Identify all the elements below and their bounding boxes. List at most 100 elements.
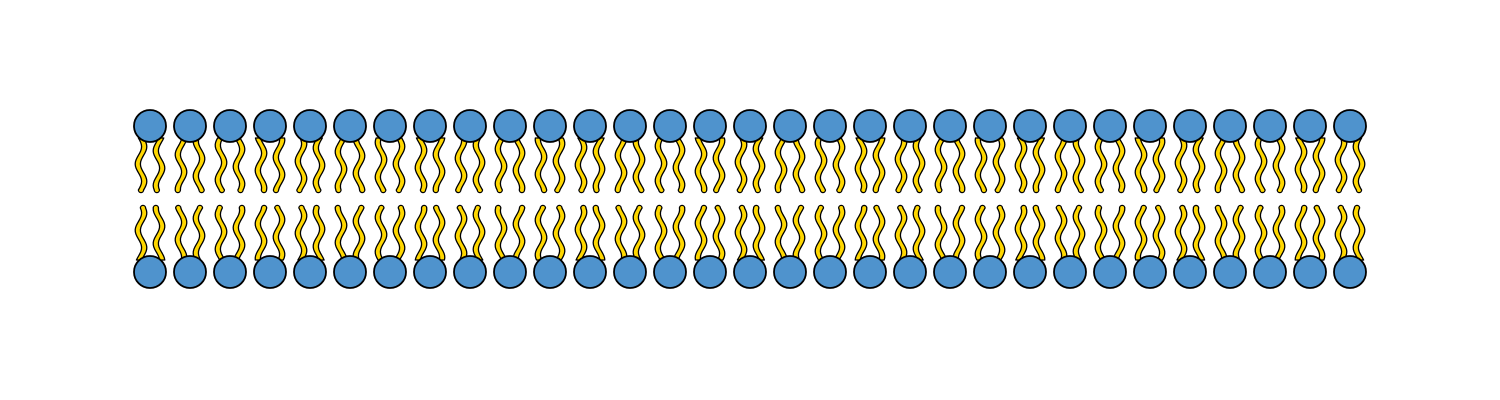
lipid-head bbox=[1133, 109, 1167, 143]
lipid-head bbox=[453, 109, 487, 143]
lipid-tail bbox=[1312, 137, 1326, 194]
lipid-tail bbox=[174, 137, 188, 194]
lower-lipid bbox=[773, 204, 807, 289]
lipid-tail bbox=[494, 137, 508, 194]
lipid-head bbox=[573, 255, 607, 289]
lipid-head bbox=[613, 109, 647, 143]
lipid-tail bbox=[992, 204, 1006, 261]
lipid-tail bbox=[1174, 204, 1188, 261]
lipid-head bbox=[333, 109, 367, 143]
upper-lipid bbox=[1133, 109, 1167, 194]
lipid-head bbox=[733, 255, 767, 289]
lower-lipid bbox=[1293, 204, 1327, 289]
lipid-tail bbox=[1272, 137, 1286, 194]
lipid-head bbox=[453, 255, 487, 289]
lipid-tail bbox=[854, 204, 868, 261]
lipid-head bbox=[533, 109, 567, 143]
lipid-tail bbox=[1152, 137, 1166, 194]
lipid-tail bbox=[334, 204, 348, 261]
lipid-tail bbox=[534, 204, 548, 261]
upper-lipid bbox=[1253, 109, 1287, 194]
lipid-tail bbox=[232, 137, 246, 194]
lower-lipid bbox=[253, 204, 287, 289]
lipid-tail bbox=[1192, 204, 1206, 261]
upper-lipid bbox=[493, 109, 527, 194]
lipid-tail bbox=[792, 137, 806, 194]
lipid-tail bbox=[672, 204, 686, 261]
lower-lipid bbox=[573, 204, 607, 289]
lipid-tail bbox=[832, 204, 846, 261]
lower-lipid bbox=[1093, 204, 1127, 289]
lipid-head bbox=[853, 255, 887, 289]
lipid-tail bbox=[334, 137, 348, 194]
lipid-head bbox=[173, 109, 207, 143]
lipid-tail bbox=[272, 137, 286, 194]
lipid-tail bbox=[374, 137, 388, 194]
lipid-head bbox=[893, 255, 927, 289]
lipid-tail bbox=[912, 137, 926, 194]
lower-lipid bbox=[973, 204, 1007, 289]
lower-lipid bbox=[1213, 204, 1247, 289]
lower-lipid bbox=[1333, 204, 1367, 289]
lipid-tail bbox=[312, 137, 326, 194]
lipid-tail bbox=[152, 137, 166, 194]
lipid-tail bbox=[574, 137, 588, 194]
lipid-head bbox=[733, 109, 767, 143]
lipid-tail bbox=[472, 137, 486, 194]
lipid-tail bbox=[472, 204, 486, 261]
lipid-tail bbox=[814, 204, 828, 261]
lower-lipid bbox=[1173, 204, 1207, 289]
lipid-tail bbox=[494, 204, 508, 261]
lipid-tail bbox=[614, 137, 628, 194]
lipid-tail bbox=[1112, 204, 1126, 261]
lipid-head bbox=[573, 109, 607, 143]
lipid-head bbox=[493, 255, 527, 289]
lipid-tail bbox=[632, 204, 646, 261]
upper-lipid bbox=[533, 109, 567, 194]
lipid-head bbox=[1053, 109, 1087, 143]
lipid-tail bbox=[1254, 204, 1268, 261]
lipid-tail bbox=[974, 204, 988, 261]
lipid-tail bbox=[992, 137, 1006, 194]
lipid-tail bbox=[592, 137, 606, 194]
lipid-head bbox=[693, 255, 727, 289]
lipid-tail bbox=[1352, 137, 1366, 194]
lipid-head bbox=[1333, 255, 1367, 289]
lipid-tail bbox=[872, 137, 886, 194]
lipid-tail bbox=[174, 204, 188, 261]
lipid-head bbox=[893, 109, 927, 143]
lipid-tail bbox=[1312, 204, 1326, 261]
lipid-tail bbox=[614, 204, 628, 261]
lower-lipid bbox=[493, 204, 527, 289]
lipid-head bbox=[1253, 255, 1287, 289]
lipid-head bbox=[973, 255, 1007, 289]
upper-lipid bbox=[173, 109, 207, 194]
upper-lipid bbox=[693, 109, 727, 194]
upper-lipid bbox=[573, 109, 607, 194]
lipid-head bbox=[133, 109, 167, 143]
lipid-head bbox=[413, 109, 447, 143]
lipid-head bbox=[973, 109, 1007, 143]
lower-lipid bbox=[133, 204, 167, 289]
lipid-head bbox=[693, 109, 727, 143]
lipid-tail bbox=[352, 204, 366, 261]
lipid-tail bbox=[1032, 204, 1046, 261]
lipid-tail bbox=[1094, 204, 1108, 261]
upper-lipid bbox=[1333, 109, 1367, 194]
lower-lipid bbox=[1133, 204, 1167, 289]
lipid-head bbox=[1253, 109, 1287, 143]
lipid-tail bbox=[214, 137, 228, 194]
upper-lipid bbox=[413, 109, 447, 194]
lipid-tail bbox=[1352, 204, 1366, 261]
lipid-tail bbox=[752, 204, 766, 261]
lipid-head bbox=[253, 255, 287, 289]
lipid-tail bbox=[672, 137, 686, 194]
lower-lipid bbox=[613, 204, 647, 289]
lipid-tail bbox=[974, 137, 988, 194]
lipid-head bbox=[1053, 255, 1087, 289]
lipid-head bbox=[1093, 255, 1127, 289]
lipid-tail bbox=[1232, 137, 1246, 194]
lipid-head bbox=[333, 255, 367, 289]
lipid-tail bbox=[1254, 137, 1268, 194]
lipid-head bbox=[773, 255, 807, 289]
